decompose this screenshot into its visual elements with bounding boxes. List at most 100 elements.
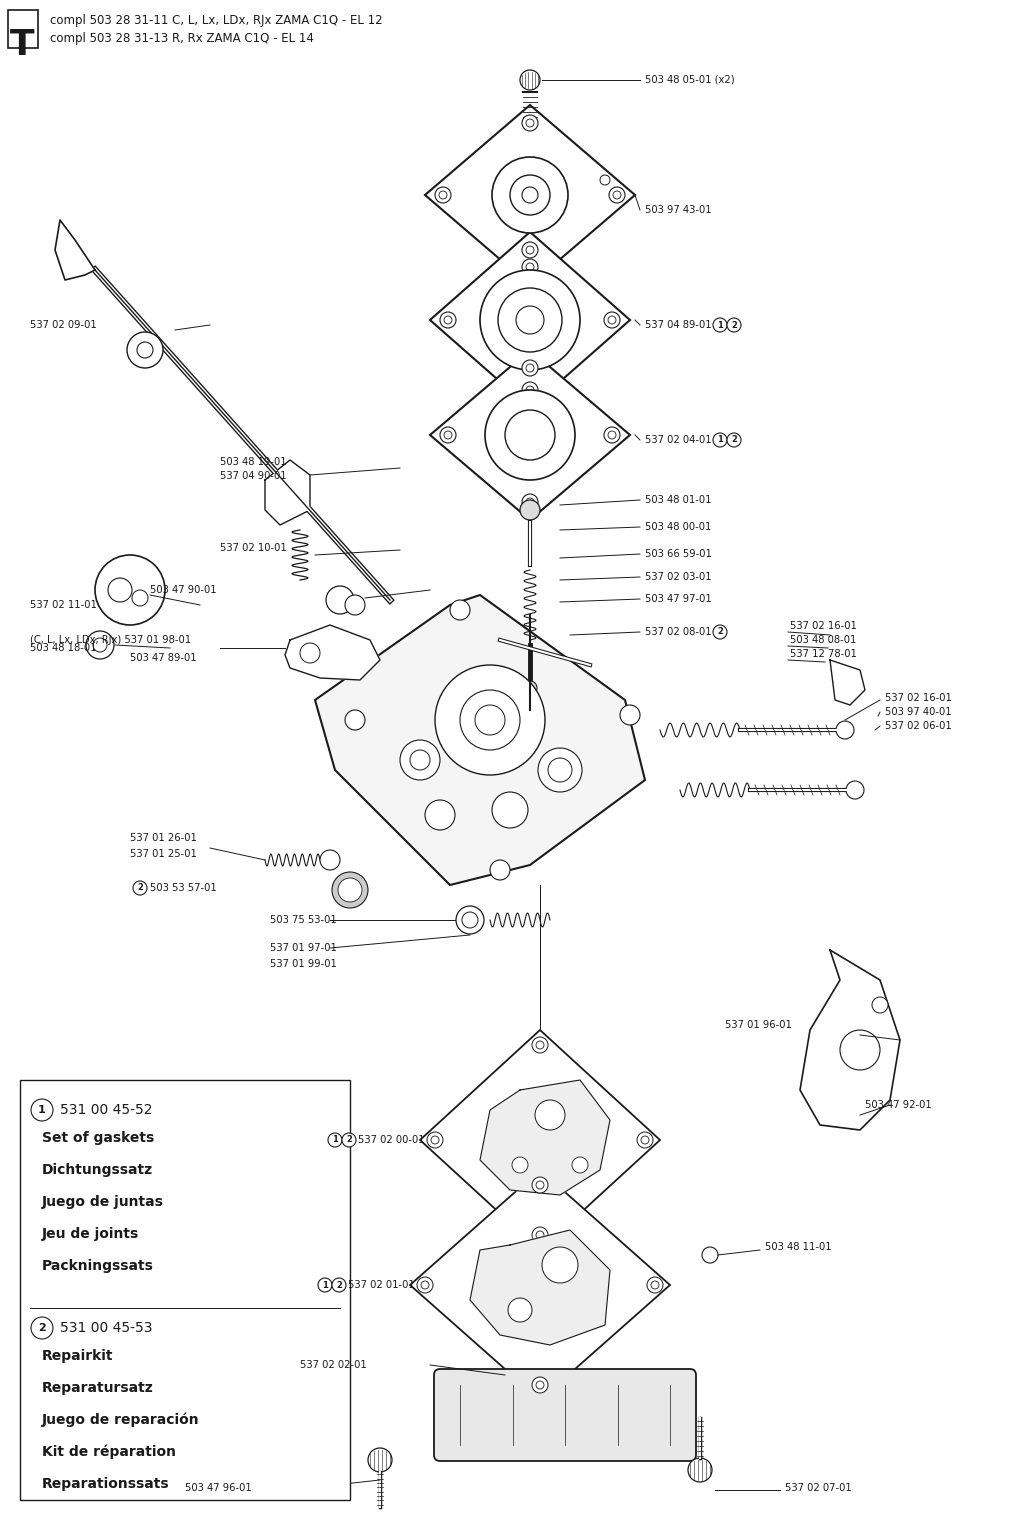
Text: 2: 2 bbox=[137, 884, 143, 893]
Text: 537 02 10-01: 537 02 10-01 bbox=[220, 543, 287, 553]
Text: (C, L, Lx, LDx, RJx) 537 01 98-01: (C, L, Lx, LDx, RJx) 537 01 98-01 bbox=[30, 635, 191, 645]
Circle shape bbox=[425, 800, 455, 830]
Circle shape bbox=[872, 997, 888, 1014]
Circle shape bbox=[613, 191, 621, 199]
Text: 503 97 43-01: 503 97 43-01 bbox=[645, 205, 712, 216]
Text: Repairkit: Repairkit bbox=[42, 1349, 114, 1362]
Text: 537 02 16-01: 537 02 16-01 bbox=[790, 621, 857, 631]
Text: 537 02 11-01: 537 02 11-01 bbox=[30, 599, 97, 610]
Circle shape bbox=[485, 390, 575, 480]
Circle shape bbox=[520, 70, 540, 90]
Circle shape bbox=[440, 312, 456, 329]
Circle shape bbox=[300, 644, 319, 664]
Circle shape bbox=[456, 907, 484, 934]
Circle shape bbox=[498, 287, 562, 352]
Circle shape bbox=[608, 317, 616, 324]
Text: compl 503 28 31-11 C, L, Lx, LDx, RJx ZAMA C1Q - EL 12: compl 503 28 31-11 C, L, Lx, LDx, RJx ZA… bbox=[50, 14, 383, 28]
Circle shape bbox=[440, 427, 456, 443]
Circle shape bbox=[127, 332, 163, 368]
Circle shape bbox=[132, 590, 148, 605]
Circle shape bbox=[522, 242, 538, 258]
Circle shape bbox=[536, 1180, 544, 1190]
Circle shape bbox=[512, 1157, 528, 1173]
Circle shape bbox=[600, 174, 610, 185]
Circle shape bbox=[421, 1281, 429, 1289]
Polygon shape bbox=[55, 220, 95, 280]
Text: 531 00 45-53: 531 00 45-53 bbox=[60, 1321, 153, 1335]
Text: 503 48 05-01 (x2): 503 48 05-01 (x2) bbox=[645, 75, 734, 86]
Circle shape bbox=[641, 1136, 649, 1144]
Circle shape bbox=[427, 1131, 443, 1148]
Circle shape bbox=[522, 258, 538, 275]
Circle shape bbox=[523, 680, 537, 696]
Circle shape bbox=[526, 246, 534, 254]
Circle shape bbox=[604, 312, 620, 329]
Circle shape bbox=[95, 555, 165, 625]
Text: Reparatursatz: Reparatursatz bbox=[42, 1381, 154, 1394]
Text: 1: 1 bbox=[332, 1136, 338, 1145]
Text: 503 48 00-01: 503 48 00-01 bbox=[645, 521, 712, 532]
Circle shape bbox=[536, 1041, 544, 1049]
Circle shape bbox=[713, 625, 727, 639]
Circle shape bbox=[137, 342, 153, 358]
Circle shape bbox=[651, 1281, 659, 1289]
Text: Set of gaskets: Set of gaskets bbox=[42, 1131, 155, 1145]
Text: 1: 1 bbox=[717, 436, 723, 445]
Text: 503 48 08-01: 503 48 08-01 bbox=[790, 635, 856, 645]
Circle shape bbox=[526, 364, 534, 372]
FancyBboxPatch shape bbox=[434, 1368, 696, 1462]
Polygon shape bbox=[425, 106, 635, 284]
Circle shape bbox=[345, 709, 365, 729]
Text: 537 04 90-01: 537 04 90-01 bbox=[220, 471, 287, 482]
Circle shape bbox=[688, 1459, 712, 1482]
Circle shape bbox=[319, 850, 340, 870]
Text: Jeu de joints: Jeu de joints bbox=[42, 1226, 139, 1242]
Circle shape bbox=[702, 1248, 718, 1263]
Polygon shape bbox=[285, 625, 380, 680]
Circle shape bbox=[460, 690, 520, 751]
Circle shape bbox=[608, 431, 616, 439]
Polygon shape bbox=[480, 1079, 610, 1196]
Polygon shape bbox=[430, 232, 630, 408]
Circle shape bbox=[836, 722, 854, 739]
Circle shape bbox=[444, 431, 452, 439]
Circle shape bbox=[526, 498, 534, 506]
Circle shape bbox=[713, 318, 727, 332]
Circle shape bbox=[450, 599, 470, 619]
Circle shape bbox=[342, 1133, 356, 1147]
Text: 537 01 26-01: 537 01 26-01 bbox=[130, 833, 197, 842]
Circle shape bbox=[332, 872, 368, 908]
Polygon shape bbox=[830, 661, 865, 705]
Text: 503 47 96-01: 503 47 96-01 bbox=[185, 1483, 252, 1492]
Circle shape bbox=[435, 187, 451, 203]
Circle shape bbox=[345, 595, 365, 615]
Circle shape bbox=[522, 115, 538, 131]
Circle shape bbox=[535, 1099, 565, 1130]
Text: 537 02 09-01: 537 02 09-01 bbox=[30, 320, 96, 330]
Circle shape bbox=[338, 878, 362, 902]
Polygon shape bbox=[315, 595, 645, 885]
Text: 2: 2 bbox=[336, 1280, 342, 1289]
Text: 503 48 01-01: 503 48 01-01 bbox=[645, 495, 712, 505]
Circle shape bbox=[318, 1278, 332, 1292]
Circle shape bbox=[840, 1031, 880, 1070]
Text: 2: 2 bbox=[731, 436, 737, 445]
Circle shape bbox=[609, 187, 625, 203]
Circle shape bbox=[475, 705, 505, 735]
Text: 537 02 00-01: 537 02 00-01 bbox=[358, 1135, 425, 1145]
Text: Reparationssats: Reparationssats bbox=[42, 1477, 170, 1491]
Text: 537 01 97-01: 537 01 97-01 bbox=[270, 943, 337, 953]
Text: 503 97 40-01: 503 97 40-01 bbox=[885, 706, 951, 717]
Circle shape bbox=[532, 1177, 548, 1193]
Text: 2: 2 bbox=[38, 1323, 46, 1333]
Text: 2: 2 bbox=[731, 321, 737, 330]
Circle shape bbox=[326, 586, 354, 615]
Circle shape bbox=[328, 1133, 342, 1147]
Circle shape bbox=[532, 1226, 548, 1243]
Text: 503 47 97-01: 503 47 97-01 bbox=[645, 593, 712, 604]
Text: 537 04 89-01: 537 04 89-01 bbox=[645, 320, 712, 330]
Polygon shape bbox=[410, 1170, 670, 1401]
Circle shape bbox=[532, 1378, 548, 1393]
Polygon shape bbox=[265, 460, 310, 524]
Text: 503 48 11-01: 503 48 11-01 bbox=[765, 1242, 831, 1252]
